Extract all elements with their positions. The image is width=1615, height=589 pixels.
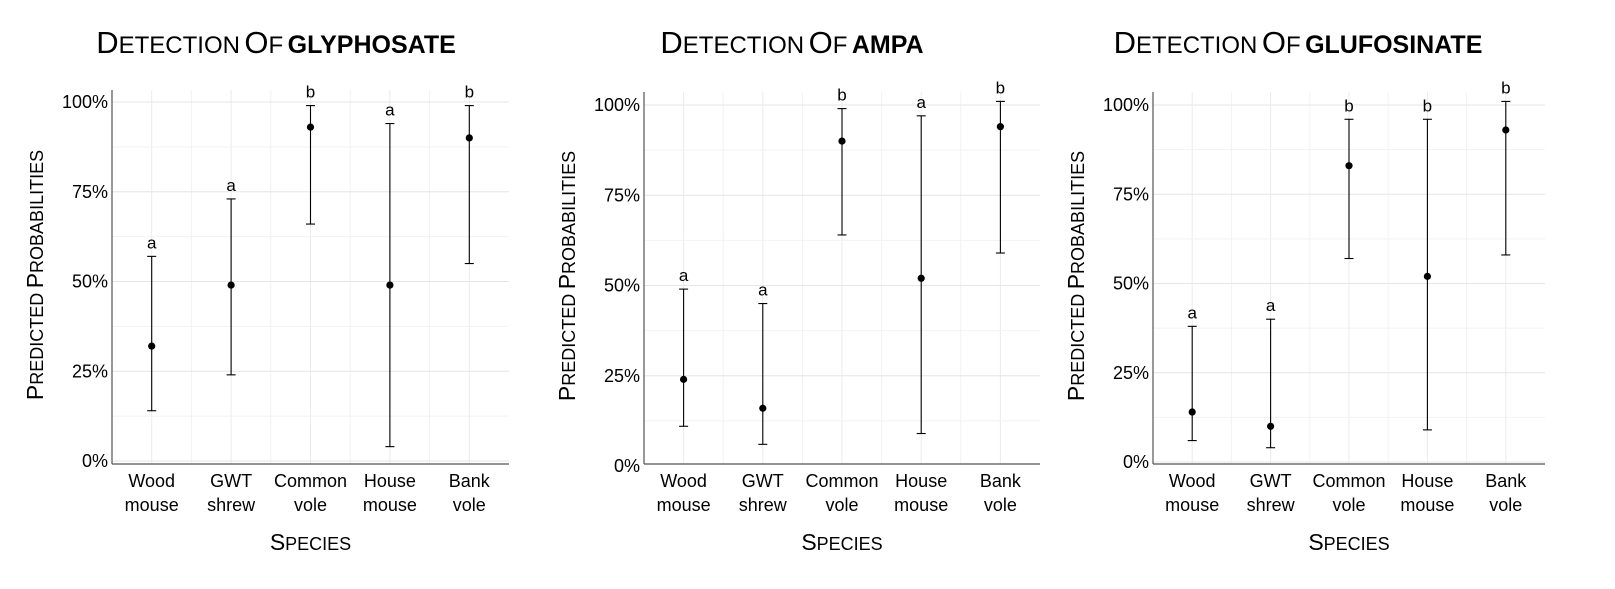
group-letter: b <box>837 86 846 105</box>
y-tick-label: 75% <box>604 185 640 205</box>
error-bar <box>1501 100 1511 256</box>
group-letter: a <box>226 176 236 195</box>
x-tick-label: Common vole <box>805 471 878 515</box>
chart-panel-1: 0% 25% 50% 75% 100% Wood mouse GWT shrew Common vo… <box>22 25 509 555</box>
error-bar <box>1344 118 1354 260</box>
data-point <box>227 281 235 289</box>
error-bar <box>1187 325 1197 442</box>
chart-title-compound: AMPA <box>852 31 924 59</box>
x-tick-label: Bank vole <box>980 471 1022 515</box>
y-axis-title: PREDICTED PROBABILITIES <box>1063 151 1089 401</box>
group-letter: a <box>147 233 157 252</box>
data-point <box>1267 422 1275 430</box>
y-tick-label: 75% <box>72 182 108 202</box>
x-tick-label: Bank vole <box>449 471 491 515</box>
x-tick-label: House mouse <box>1400 471 1454 515</box>
x-tick-label: GWT shrew <box>739 471 788 515</box>
data-point <box>1188 408 1196 416</box>
y-tick-label: 0% <box>614 456 640 476</box>
y-tick-label: 25% <box>72 361 108 381</box>
x-axis-title: SPECIES <box>801 529 882 555</box>
chart-title: DETECTION OF GLUFOSINATE <box>1114 25 1483 60</box>
group-letter: a <box>1266 296 1276 315</box>
data-point <box>838 137 846 145</box>
data-point <box>1502 126 1510 134</box>
x-tick-label: Wood mouse <box>657 471 711 515</box>
data-point <box>759 404 767 412</box>
error-bar <box>147 255 157 412</box>
y-tick-label: 0% <box>82 451 108 471</box>
y-tick-label: 50% <box>72 272 108 292</box>
group-letter: a <box>679 266 689 285</box>
y-tick-label: 25% <box>604 366 640 386</box>
data-point <box>386 281 394 289</box>
group-letter: b <box>996 78 1005 97</box>
y-tick-label: 100% <box>62 92 108 112</box>
y-tick-label: 75% <box>1113 184 1149 204</box>
group-letter: b <box>306 83 315 102</box>
chart-panel-2: 0% 25% 50% 75% 100% Wood mouse GWT shrew Common vo… <box>554 25 1040 555</box>
error-bar <box>916 115 926 435</box>
chart-title-compound: GLUFOSINATE <box>1305 31 1482 59</box>
chart-panel-3: 0% 25% 50% 75% 100% Wood mouse GWT shrew Common vo… <box>1063 25 1545 555</box>
x-tick-label: GWT shrew <box>1247 471 1296 515</box>
x-tick-label: House mouse <box>363 471 417 515</box>
data-point <box>1423 272 1431 280</box>
x-tick-label: Wood mouse <box>125 471 179 515</box>
y-tick-label: 50% <box>604 276 640 296</box>
y-tick-label: 100% <box>594 95 640 115</box>
error-bar <box>758 302 768 445</box>
y-tick-label: 0% <box>1123 452 1149 472</box>
y-tick-label: 50% <box>1113 274 1149 294</box>
data-point <box>917 274 925 282</box>
chart-title: DETECTION OF AMPA <box>660 25 923 60</box>
group-letter: b <box>1501 78 1510 97</box>
y-tick-label: 100% <box>1103 95 1149 115</box>
x-tick-label: GWT shrew <box>207 471 256 515</box>
data-point <box>306 123 315 131</box>
data-point <box>465 134 473 142</box>
group-letter: a <box>1187 303 1197 322</box>
x-axis-title: SPECIES <box>270 529 351 555</box>
group-letter: a <box>758 281 768 300</box>
x-tick-label: Common vole <box>1312 471 1385 515</box>
error-bar <box>679 288 689 427</box>
y-axis-title: PREDICTED PROBABILITIES <box>554 151 580 401</box>
error-bar <box>306 105 315 225</box>
x-tick-label: Wood mouse <box>1165 471 1219 515</box>
error-bar <box>464 105 474 265</box>
chart-title: DETECTION OF GLYPHOSATE <box>96 25 456 60</box>
group-letter: b <box>465 83 474 102</box>
data-point <box>148 342 156 350</box>
group-letter: a <box>385 101 395 120</box>
group-letter: a <box>916 93 926 112</box>
x-axis-title: SPECIES <box>1308 529 1389 555</box>
data-point <box>1345 162 1353 170</box>
x-tick-label: Bank vole <box>1485 471 1527 515</box>
y-axis-title: PREDICTED PROBABILITIES <box>22 150 48 400</box>
chart-title-compound: GLYPHOSATE <box>288 31 456 59</box>
y-tick-label: 25% <box>1113 363 1149 383</box>
data-point <box>996 123 1005 131</box>
x-tick-label: House mouse <box>894 471 948 515</box>
error-bar <box>837 108 847 236</box>
x-tick-label: Common vole <box>274 471 347 515</box>
group-letter: b <box>1344 96 1353 115</box>
data-point <box>680 375 688 383</box>
group-letter: b <box>1423 96 1432 115</box>
